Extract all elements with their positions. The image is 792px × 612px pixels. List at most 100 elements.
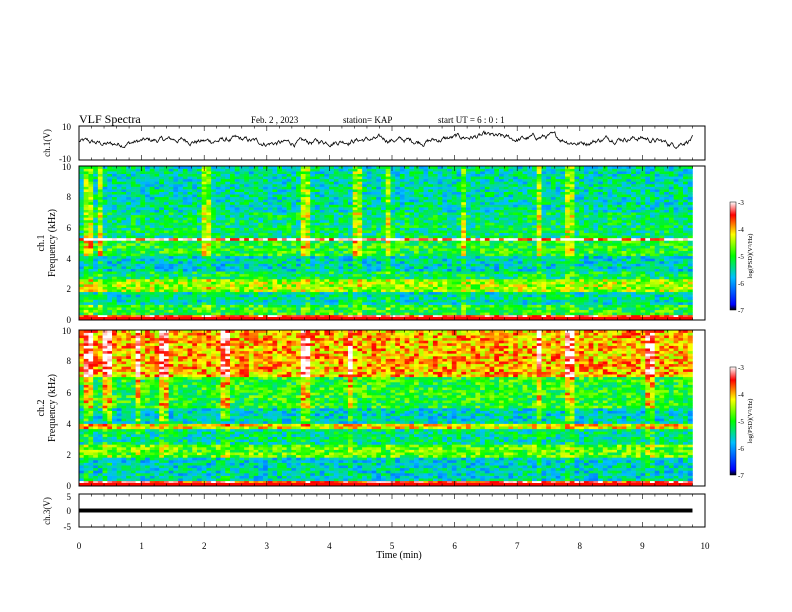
spectrogram-cell xyxy=(230,284,236,287)
spectrogram-cell xyxy=(258,253,264,257)
spectrogram-cell xyxy=(385,260,391,264)
spectrogram-cell xyxy=(135,258,141,262)
spectrogram-cell xyxy=(437,207,443,210)
spectrogram-cell xyxy=(248,289,254,293)
spectrogram-cell xyxy=(357,209,363,213)
spectrogram-cell xyxy=(130,289,136,293)
spectrogram-cell xyxy=(211,194,217,198)
spectrogram-cell xyxy=(456,284,462,287)
spectrogram-cell xyxy=(343,176,349,180)
spectrogram-cell xyxy=(404,307,410,311)
spectrogram-cell xyxy=(329,235,335,239)
spectrogram-cell xyxy=(159,296,165,300)
spectrogram-cell xyxy=(362,196,368,200)
spectrogram-cell xyxy=(135,278,141,282)
spectrogram-cell xyxy=(366,281,372,285)
spectrogram-cell xyxy=(159,245,165,249)
spectrogram-cell xyxy=(206,271,212,275)
spectrogram-cell xyxy=(277,299,283,303)
spectrogram-cell xyxy=(112,186,118,190)
spectrogram-cell xyxy=(234,214,240,218)
spectrogram-cell xyxy=(196,171,202,174)
spectrogram-cell xyxy=(220,173,226,177)
spectrogram-cell xyxy=(395,260,401,264)
spectrogram-cell xyxy=(182,302,188,305)
spectrogram-cell xyxy=(126,214,132,218)
spectrogram-cell xyxy=(456,168,462,172)
spectrogram-cell xyxy=(168,178,174,182)
spectrogram-cell xyxy=(201,294,207,298)
spectrogram-cell xyxy=(437,268,443,272)
spectrogram-cell xyxy=(362,296,368,300)
spectrogram-cell xyxy=(310,307,316,311)
spectrogram-cell xyxy=(192,168,198,172)
spectrogram-cell xyxy=(187,296,193,300)
spectrogram-cell xyxy=(381,207,387,210)
spectrogram-cell xyxy=(93,263,99,267)
spectrogram-cell xyxy=(253,294,259,298)
spectrogram-cell xyxy=(366,255,372,259)
spectrogram-cell xyxy=(300,248,306,251)
spectrogram-cell xyxy=(442,294,448,298)
spectrogram-cell xyxy=(277,276,283,280)
spectrogram-cell xyxy=(178,181,184,185)
spectrogram-cell xyxy=(409,232,415,236)
spectrogram-cell xyxy=(140,199,146,203)
spectrogram-cell xyxy=(130,253,136,257)
spectrogram-cell xyxy=(314,196,320,200)
spectrogram-cell xyxy=(414,191,420,195)
spectrogram-cell xyxy=(135,209,141,213)
spectrogram-cell xyxy=(362,212,368,216)
spectrogram-cell xyxy=(451,196,457,200)
spectrogram-cell xyxy=(178,186,184,190)
spectrogram-cell xyxy=(390,237,396,241)
spectrogram-cell xyxy=(447,235,453,239)
spectrogram-cell xyxy=(291,253,297,257)
spectrogram-cell xyxy=(211,176,217,180)
spectrogram-cell xyxy=(418,201,424,205)
spectrogram-cell xyxy=(352,271,358,275)
spectrogram-cell xyxy=(414,201,420,205)
spectrogram-cell xyxy=(244,281,250,285)
spectrogram-cell xyxy=(192,204,198,208)
spectrogram-cell xyxy=(234,248,240,251)
spectrogram-cell xyxy=(447,268,453,272)
spectrogram-cell xyxy=(385,225,391,228)
spectrogram-cell xyxy=(461,294,467,298)
spectrogram-cell xyxy=(145,230,151,234)
spectrogram-cell xyxy=(324,307,330,311)
spectrogram-cell xyxy=(404,260,410,264)
spectrogram-cell xyxy=(338,196,344,200)
spectrogram-cell xyxy=(173,230,179,234)
spectrogram-cell xyxy=(263,217,269,221)
spectrogram-cell xyxy=(447,248,453,251)
spectrogram-cell xyxy=(145,227,151,231)
spectrogram-cell xyxy=(456,235,462,239)
spectrogram-cell xyxy=(456,166,462,169)
spectrogram-cell xyxy=(187,273,193,277)
spectrogram-cell xyxy=(145,263,151,267)
spectrogram-cell xyxy=(112,217,118,221)
spectrogram-cell xyxy=(390,173,396,177)
spectrogram-cell xyxy=(319,173,325,177)
spectrogram-cell xyxy=(263,268,269,272)
spectrogram-cell xyxy=(451,312,457,316)
spectrogram-cell xyxy=(196,296,202,300)
spectrogram-cell xyxy=(319,263,325,267)
spectrogram-cell xyxy=(244,171,250,174)
spectrogram-cell xyxy=(154,204,160,208)
spectrogram-cell xyxy=(343,173,349,177)
spectrogram-cell xyxy=(347,227,354,231)
spectrogram-cell xyxy=(121,171,127,174)
spectrogram-cell xyxy=(267,266,273,269)
spectrogram-cell xyxy=(116,214,122,218)
spectrogram-cell xyxy=(333,245,339,249)
spectrogram-cell xyxy=(362,237,368,241)
spectrogram-cell xyxy=(149,240,155,244)
spectrogram-cell xyxy=(286,171,292,174)
spectrogram-cell xyxy=(258,225,264,228)
spectrogram-cell xyxy=(168,312,174,316)
spectrogram-cell xyxy=(296,196,302,200)
spectrogram-cell xyxy=(239,294,245,298)
spectrogram-cell xyxy=(366,309,372,313)
